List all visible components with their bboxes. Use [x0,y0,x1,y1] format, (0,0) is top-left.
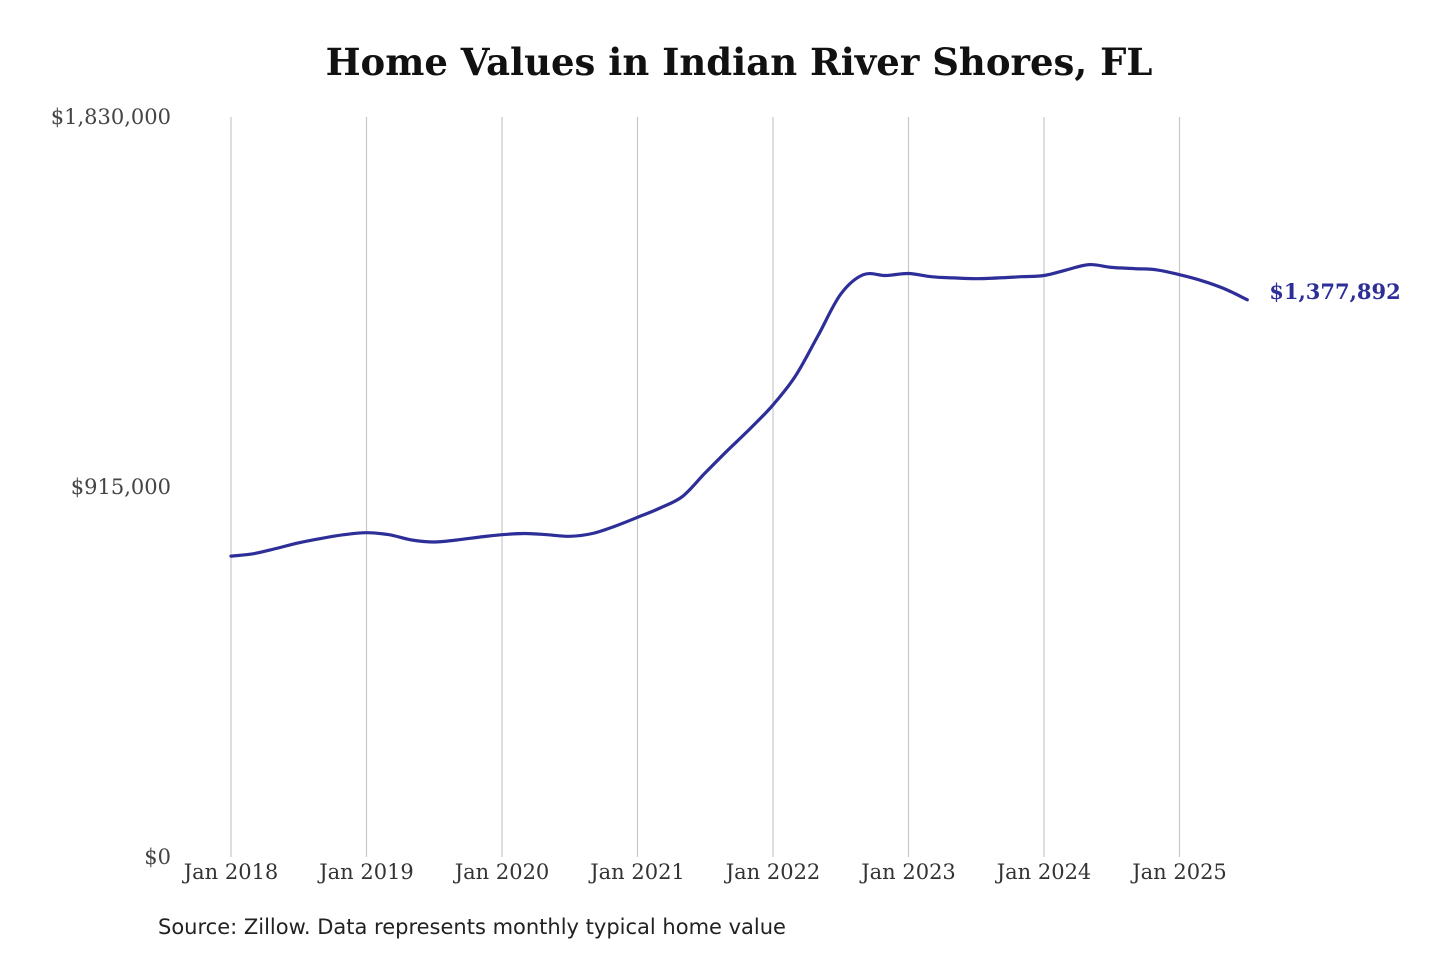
x-axis-ticks: Jan 2018 Jan 2019 Jan 2020 Jan 2021 Jan 2022… [182,860,1227,884]
chart-title: Home Values in Indian River Shores, FL [325,40,1153,84]
end-value-label: $1,377,892 [1269,279,1401,304]
x-tick-label: Jan 2020 [453,860,550,884]
x-tick-label: Jan 2021 [588,860,685,884]
x-tick-label: Jan 2024 [995,860,1092,884]
y-axis-ticks: $0 $915,000 $1,830,000 [51,105,171,869]
x-tick-label: Jan 2025 [1130,860,1227,884]
x-tick-label: Jan 2022 [724,860,821,884]
y-tick-label: $1,830,000 [51,105,171,129]
x-tick-label: Jan 2018 [182,860,279,884]
x-tick-label: Jan 2019 [317,860,414,884]
x-tick-label: Jan 2023 [859,860,956,884]
y-tick-label: $0 [144,845,171,869]
y-tick-label: $915,000 [71,475,171,499]
source-note: Source: Zillow. Data represents monthly … [158,915,786,939]
series-line [229,262,1249,558]
grid-lines [230,117,1181,857]
